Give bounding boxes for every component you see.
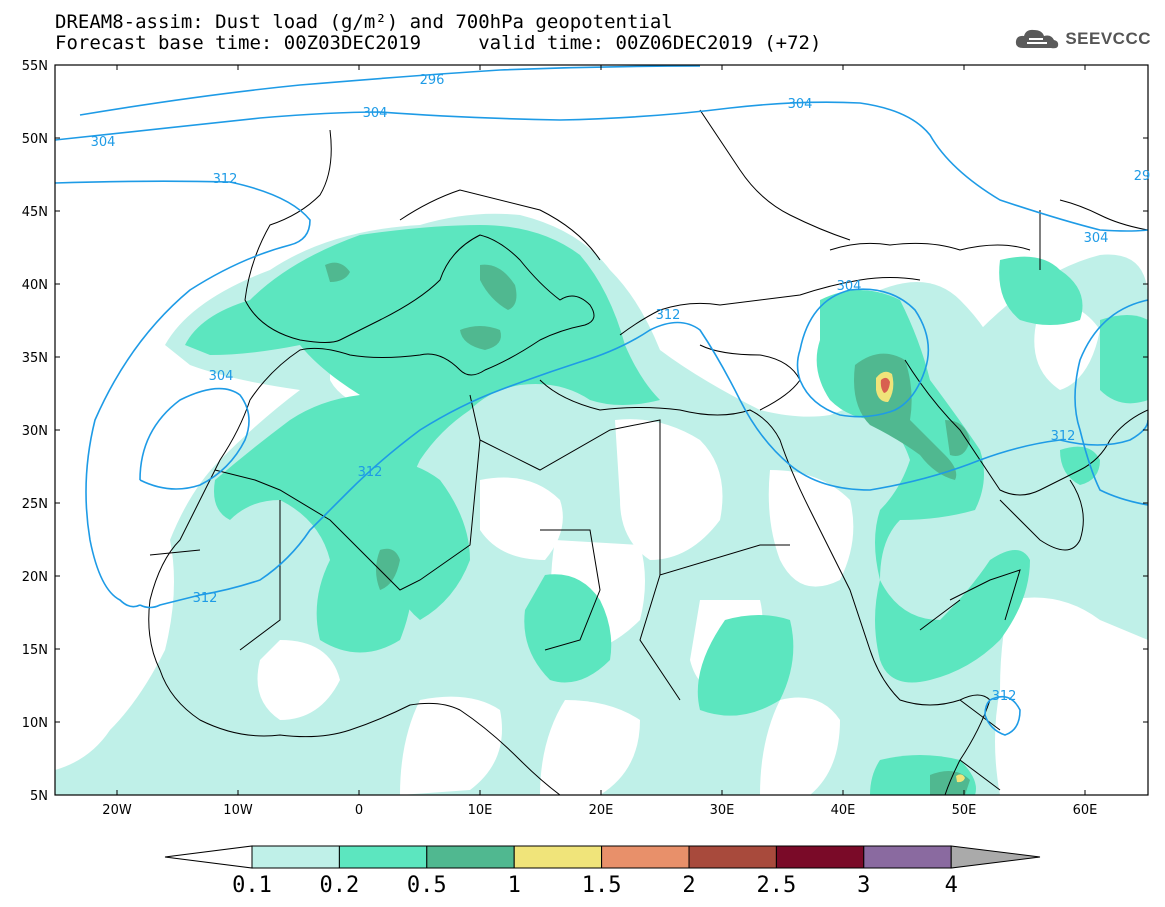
colorbar-swatch xyxy=(426,845,515,869)
lat-label: 40N xyxy=(22,278,48,293)
lat-label: 55N xyxy=(22,59,48,74)
contour-label: 312 xyxy=(656,308,681,323)
colorbar-tick: 1.5 xyxy=(582,873,622,898)
colorbar-tick: 2 xyxy=(682,873,695,898)
colorbar-tick: 1 xyxy=(508,873,521,898)
colorbar-tick-labels: 0.1 0.2 0.5 1 1.5 2 2.5 3 4 xyxy=(232,873,958,898)
colorbar-swatch xyxy=(775,845,865,869)
colorbar xyxy=(164,845,1041,869)
dust-medium-region xyxy=(185,225,1148,795)
lat-label: 45N xyxy=(22,205,48,220)
colorbar-low-arrow xyxy=(164,845,253,869)
colorbar-tick: 4 xyxy=(945,873,958,898)
colorbar-tick: 0.2 xyxy=(320,873,360,898)
contour-label: 312 xyxy=(213,172,238,187)
lon-label: 20E xyxy=(589,803,614,818)
lon-label: 30E xyxy=(710,803,735,818)
geopotential-contours xyxy=(55,65,1148,736)
lat-label: 25N xyxy=(22,497,48,512)
longitude-labels: 20W 10W 0 10E 20E 30E 40E 50E 60E xyxy=(102,803,1097,818)
contour-label: 304 xyxy=(363,106,388,121)
colorbar-tick: 0.5 xyxy=(407,873,447,898)
colorbar-swatch xyxy=(863,845,952,869)
colorbar-tick: 3 xyxy=(857,873,870,898)
colorbar-tick: 2.5 xyxy=(757,873,797,898)
map-subtitle: Forecast base time: 00Z03DEC2019 valid t… xyxy=(55,32,822,54)
lon-label: 10E xyxy=(468,803,493,818)
logo-text: SEEVCCC xyxy=(1065,29,1151,48)
contour-label: 312 xyxy=(358,465,383,480)
dust-hotspot xyxy=(876,371,965,783)
colorbar-high-arrow xyxy=(950,845,1041,869)
contour-labels: 296 304 304 304 312 304 312 304 312 312 … xyxy=(91,73,1151,704)
seevccc-logo: SEEVCCC xyxy=(1013,26,1151,52)
lon-label: 60E xyxy=(1073,803,1098,818)
lon-label: 40E xyxy=(831,803,856,818)
contour-label: 312 xyxy=(992,689,1017,704)
lat-label: 50N xyxy=(22,132,48,147)
contour-label: 304 xyxy=(837,279,862,294)
map-field xyxy=(55,65,1148,795)
lat-label: 5N xyxy=(30,789,48,804)
colorbar-swatch xyxy=(338,845,428,869)
lat-label: 15N xyxy=(22,643,48,658)
colorbar-swatch xyxy=(251,845,340,869)
map-title: DREAM8-assim: Dust load (g/m²) and 700hP… xyxy=(55,11,673,33)
contour-label: 304 xyxy=(1084,231,1109,246)
colorbar-swatch xyxy=(688,845,777,869)
lon-label: 0 xyxy=(355,803,363,818)
contour-label: 304 xyxy=(91,135,116,150)
colorbar-swatch xyxy=(513,845,603,869)
dust-gaps xyxy=(257,300,1148,795)
lat-ticks xyxy=(55,64,1148,795)
colorbar-tick: 0.1 xyxy=(232,873,272,898)
lon-label: 10W xyxy=(223,803,253,818)
lon-label: 50E xyxy=(952,803,977,818)
contour-label: 304 xyxy=(209,369,234,384)
lat-label: 35N xyxy=(22,351,48,366)
lat-label: 10N xyxy=(22,716,48,731)
contour-label: 296 xyxy=(420,73,445,88)
cloud-icon xyxy=(1016,29,1059,49)
contour-label: 312 xyxy=(193,591,218,606)
colorbar-swatch xyxy=(601,845,690,869)
contour-label: 312 xyxy=(1051,429,1076,444)
contour-label: 304 xyxy=(788,97,813,112)
lat-label: 20N xyxy=(22,570,48,585)
lon-label: 20W xyxy=(102,803,132,818)
lat-label: 30N xyxy=(22,424,48,439)
latitude-labels: 55N 50N 45N 40N 35N 30N 25N 20N 15N 10N … xyxy=(22,59,48,804)
contour-label: 29 xyxy=(1134,169,1151,184)
